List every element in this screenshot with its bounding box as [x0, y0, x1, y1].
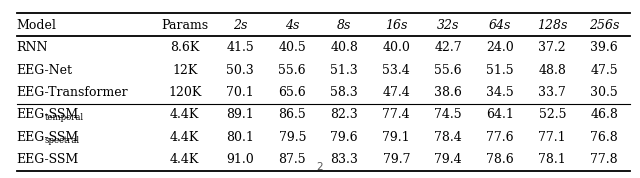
Text: 52.5: 52.5 [538, 108, 566, 121]
Text: 4s: 4s [285, 19, 300, 32]
Text: 79.4: 79.4 [435, 153, 462, 166]
Text: 50.3: 50.3 [227, 64, 254, 77]
Text: 55.6: 55.6 [435, 64, 462, 77]
Text: 30.5: 30.5 [591, 86, 618, 99]
Text: 47.5: 47.5 [591, 64, 618, 77]
Text: temporal: temporal [45, 113, 84, 122]
Text: 47.4: 47.4 [382, 86, 410, 99]
Text: 120K: 120K [168, 86, 202, 99]
Text: 53.4: 53.4 [382, 64, 410, 77]
Text: 34.5: 34.5 [486, 86, 514, 99]
Text: 70.1: 70.1 [227, 86, 254, 99]
Text: 74.5: 74.5 [435, 108, 462, 121]
Text: 4.4K: 4.4K [170, 153, 200, 166]
Text: 79.6: 79.6 [330, 131, 358, 144]
Text: 128s: 128s [537, 19, 568, 32]
Text: 33.7: 33.7 [538, 86, 566, 99]
Text: 37.2: 37.2 [538, 41, 566, 54]
Text: 32s: 32s [437, 19, 460, 32]
Text: 76.8: 76.8 [591, 131, 618, 144]
Text: Params: Params [161, 19, 209, 32]
Text: EEG-SSM: EEG-SSM [17, 108, 79, 121]
Text: 55.6: 55.6 [278, 64, 306, 77]
Text: 77.4: 77.4 [383, 108, 410, 121]
Text: 79.7: 79.7 [383, 153, 410, 166]
Text: 83.3: 83.3 [330, 153, 358, 166]
Text: 2: 2 [317, 162, 323, 172]
Text: EEG-SSM: EEG-SSM [17, 131, 79, 144]
Text: spectral: spectral [45, 136, 80, 145]
Text: 82.3: 82.3 [330, 108, 358, 121]
Text: 24.0: 24.0 [486, 41, 514, 54]
Text: EEG-Transformer: EEG-Transformer [17, 86, 128, 99]
Text: 79.1: 79.1 [383, 131, 410, 144]
Text: 4.4K: 4.4K [170, 108, 200, 121]
Text: 87.5: 87.5 [278, 153, 306, 166]
Text: 77.8: 77.8 [591, 153, 618, 166]
Text: EEG-Net: EEG-Net [17, 64, 73, 77]
Text: 4.4K: 4.4K [170, 131, 200, 144]
Text: 40.5: 40.5 [278, 41, 306, 54]
Text: 8s: 8s [337, 19, 351, 32]
Text: 2s: 2s [233, 19, 248, 32]
Text: 77.6: 77.6 [486, 131, 514, 144]
Text: 78.4: 78.4 [435, 131, 462, 144]
Text: 77.1: 77.1 [538, 131, 566, 144]
Text: 78.1: 78.1 [538, 153, 566, 166]
Text: EEG-SSM: EEG-SSM [17, 153, 79, 166]
Text: 51.5: 51.5 [486, 64, 514, 77]
Text: 51.3: 51.3 [330, 64, 358, 77]
Text: 86.5: 86.5 [278, 108, 306, 121]
Text: 48.8: 48.8 [538, 64, 566, 77]
Text: Model: Model [17, 19, 56, 32]
Text: 91.0: 91.0 [227, 153, 254, 166]
Text: 40.8: 40.8 [330, 41, 358, 54]
Text: 12K: 12K [172, 64, 198, 77]
Text: 89.1: 89.1 [227, 108, 254, 121]
Text: 80.1: 80.1 [227, 131, 254, 144]
Text: 256s: 256s [589, 19, 620, 32]
Text: RNN: RNN [17, 41, 48, 54]
Text: 38.6: 38.6 [435, 86, 462, 99]
Text: 42.7: 42.7 [435, 41, 462, 54]
Text: 58.3: 58.3 [330, 86, 358, 99]
Text: 65.6: 65.6 [278, 86, 306, 99]
Text: 8.6K: 8.6K [170, 41, 200, 54]
Text: 41.5: 41.5 [227, 41, 254, 54]
Text: 78.6: 78.6 [486, 153, 514, 166]
Text: 64.1: 64.1 [486, 108, 514, 121]
Text: 46.8: 46.8 [590, 108, 618, 121]
Text: 39.6: 39.6 [591, 41, 618, 54]
Text: 79.5: 79.5 [278, 131, 306, 144]
Text: 16s: 16s [385, 19, 408, 32]
Text: 40.0: 40.0 [382, 41, 410, 54]
Text: 64s: 64s [489, 19, 511, 32]
